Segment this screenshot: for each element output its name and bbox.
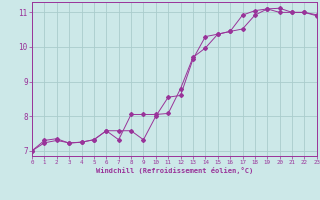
X-axis label: Windchill (Refroidissement éolien,°C): Windchill (Refroidissement éolien,°C) bbox=[96, 167, 253, 174]
